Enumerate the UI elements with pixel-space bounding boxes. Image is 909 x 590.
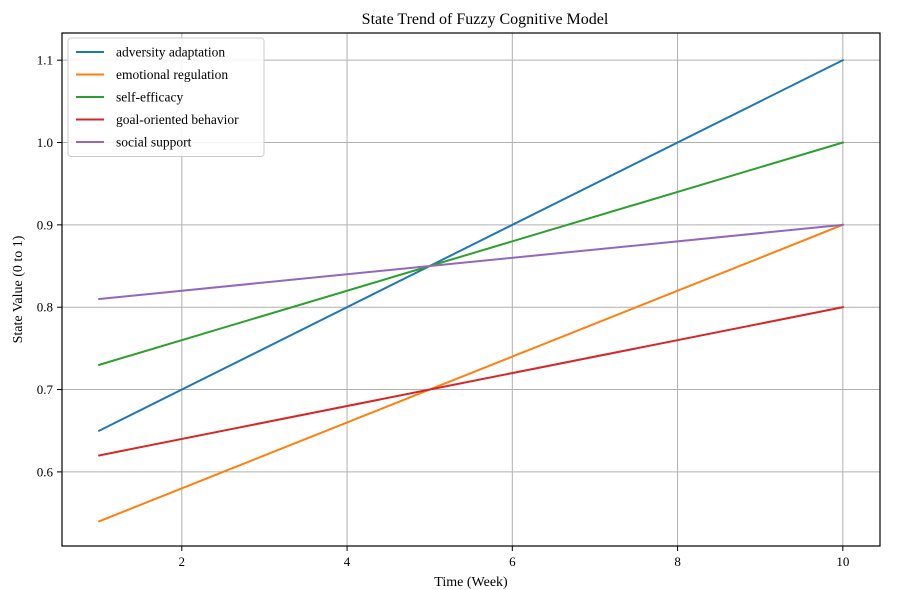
y-tick-label: 0.6 <box>37 464 54 479</box>
legend-label: goal-oriented behavior <box>116 112 239 127</box>
series-lines <box>97 58 845 523</box>
y-tick-label: 1.0 <box>37 135 53 150</box>
y-tick-label: 0.7 <box>37 382 54 397</box>
x-tick-label: 2 <box>179 554 186 569</box>
x-tick-label: 6 <box>509 554 516 569</box>
series-line-0 <box>97 58 845 433</box>
series-line-4 <box>98 223 844 301</box>
legend: adversity adaptation emotional regulatio… <box>67 37 265 157</box>
x-tick-label: 8 <box>674 554 681 569</box>
plot-frame <box>61 32 881 547</box>
series-line-1 <box>97 223 845 523</box>
legend-label: adversity adaptation <box>116 45 225 60</box>
chart-title: State Trend of Fuzzy Cognitive Model <box>362 11 609 28</box>
x-tick-label: 4 <box>344 554 351 569</box>
x-axis-title: Time (Week) <box>434 575 508 590</box>
series-line-3 <box>98 306 844 457</box>
series-line-2 <box>97 141 845 367</box>
legend-label: self-efficacy <box>116 90 183 105</box>
y-axis-title: State Value (0 to 1) <box>11 235 26 343</box>
y-tick-label: 0.9 <box>37 217 53 232</box>
legend-label: social support <box>116 135 192 150</box>
legend-box <box>67 37 265 157</box>
y-tick-label: 0.8 <box>37 300 53 315</box>
y-tick-label: 1.1 <box>37 53 53 68</box>
x-tick-label: 10 <box>836 554 849 569</box>
legend-label: emotional regulation <box>116 67 228 82</box>
axis-ticks: 2 4 6 8 10 0.6 0.7 0.8 0.9 1.0 1.1 <box>37 53 850 569</box>
